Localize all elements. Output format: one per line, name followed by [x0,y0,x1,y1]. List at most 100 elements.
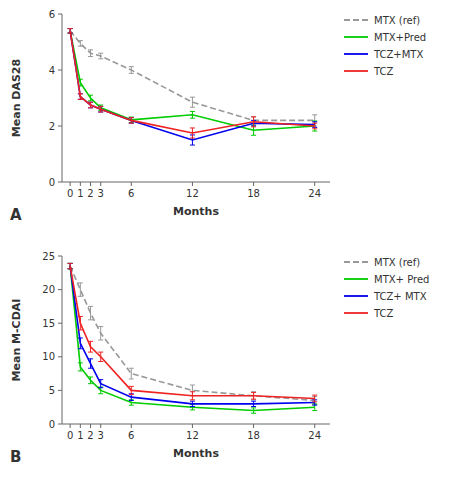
x-tick-label: 2 [87,430,93,441]
error-cap [78,370,83,371]
error-bar [68,263,73,268]
error-stem [192,111,193,118]
error-bar [312,404,317,411]
y-tick-label: 4 [49,65,55,76]
y-tick-label: 15 [42,318,55,329]
error-cap [129,73,134,74]
error-bar [88,102,93,108]
error-cap [88,102,93,103]
y-tick [58,182,62,183]
error-bar [78,363,83,371]
error-stem [314,395,315,402]
error-bar [68,29,73,33]
x-tick [253,424,254,428]
error-cap [68,28,73,29]
error-stem [70,29,71,33]
series-line [70,31,315,140]
legend-label: TCZ+MTX [373,49,423,60]
legend-label: TCZ+ MTX [373,291,427,302]
error-cap [190,127,195,128]
series-line [70,266,315,404]
y-tick-label: 6 [49,9,55,20]
error-bar [129,386,134,394]
y-tick [58,390,62,391]
error-cap [68,33,73,34]
error-cap [190,97,195,98]
error-cap [98,106,103,107]
error-stem [70,263,71,268]
legend-swatch [344,295,368,297]
error-cap [88,100,93,101]
error-stem [131,386,132,394]
error-bar [78,94,83,100]
y-tick-label: 0 [49,177,55,188]
x-tick-label: 1 [77,430,83,441]
error-bar [68,263,73,268]
error-bar [98,53,103,59]
error-bar [190,111,195,118]
error-cap [88,319,93,320]
error-cap [68,28,73,29]
error-cap [190,385,195,386]
error-cap [88,107,93,108]
x-tick [80,424,81,428]
y-axis-label: Mean DAS28 [10,59,23,137]
error-bar [78,41,83,47]
error-cap [129,394,134,395]
y-axis-line [62,256,63,424]
error-cap [312,114,317,115]
x-tick-label: 1 [77,188,83,199]
error-cap [78,99,83,100]
error-cap [88,376,93,377]
legend-label: TCZ [373,66,394,77]
error-cap [78,282,83,283]
error-bar [251,392,256,399]
error-stem [90,341,91,352]
error-cap [78,99,83,100]
error-cap [312,405,317,406]
error-cap [190,111,195,112]
error-cap [312,401,317,402]
x-tick-label: 0 [67,430,73,441]
error-stem [90,95,91,101]
panel-label: B [10,448,21,466]
x-tick-label: 0 [67,188,73,199]
error-cap [190,406,195,407]
y-tick [58,126,62,127]
y-tick [58,424,62,425]
error-cap [68,33,73,34]
error-cap [190,138,195,139]
chart-root: 012361218240246MonthsMean DAS28AMTX (ref… [0,0,474,488]
error-cap [312,123,317,124]
x-tick-label: 24 [308,188,321,199]
error-cap [68,28,73,29]
error-stem [70,263,71,268]
series-line [70,266,315,410]
error-cap [251,392,256,393]
x-tick-label: 6 [128,188,134,199]
error-cap [78,93,83,94]
x-tick [314,182,315,186]
error-cap [88,49,93,50]
error-bar [98,387,103,394]
error-cap [88,306,93,307]
error-cap [98,379,103,380]
error-stem [70,29,71,33]
error-cap [190,118,195,119]
error-cap [251,135,256,136]
legend-label: MTX (ref) [374,257,420,268]
error-cap [88,352,93,353]
error-cap [78,296,83,297]
error-cap [68,268,73,269]
panel-label: A [10,206,22,224]
error-cap [129,405,134,406]
legend: MTX (ref)MTX+ PredTCZ+ MTXTCZ [344,257,429,319]
error-cap [98,393,103,394]
error-bar [88,341,93,352]
error-stem [90,102,91,108]
error-cap [88,368,93,369]
legend-swatch [344,19,368,21]
error-cap [78,93,83,94]
error-cap [78,40,83,41]
error-bar [129,67,134,74]
